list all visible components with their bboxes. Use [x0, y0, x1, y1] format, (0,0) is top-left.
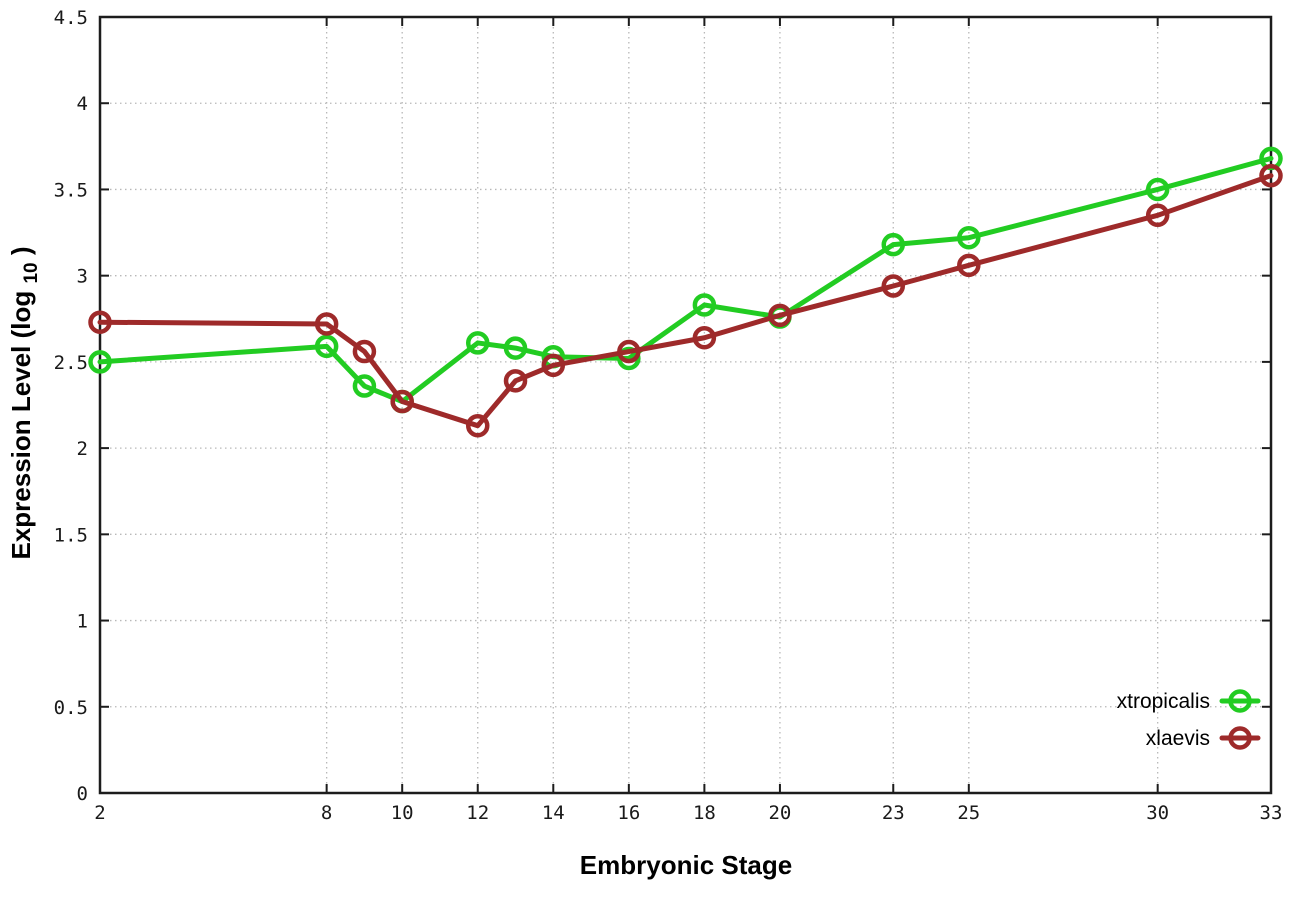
data-point-xlaevis — [88, 310, 112, 334]
series-line-xlaevis — [97, 173, 1274, 429]
plot-border — [98, 15, 1273, 795]
y-axis-title-subscript: 10 — [21, 262, 42, 283]
data-point-xtropicalis — [352, 374, 377, 398]
y-tick-label: 2 — [77, 438, 88, 460]
data-point-xlaevis — [352, 339, 377, 364]
x-tick-label: 10 — [391, 802, 414, 824]
x-tick-label: 33 — [1260, 802, 1283, 824]
legend-label-xlaevis: xlaevis — [1146, 727, 1210, 750]
axis-tick-labels: 2 8 10 12 14 16 18 20 23 25 30 33 0 0.5 1 1.5 2 2.5 3 3.5 4 4… — [54, 7, 1283, 824]
x-tick-label: 18 — [693, 802, 716, 824]
data-point-xlaevis — [503, 369, 528, 393]
x-axis-title: Embryonic Stage — [580, 850, 792, 880]
legend-label-xtropicalis: xtropicalis — [1117, 690, 1210, 713]
x-tick-label: 8 — [321, 802, 332, 824]
x-tick-label: 25 — [957, 802, 980, 824]
x-tick-label: 14 — [542, 802, 565, 824]
x-tick-label: 20 — [768, 802, 791, 824]
y-tick-label: 4 — [77, 93, 88, 115]
data-point-xtropicalis — [1145, 177, 1170, 202]
series-line-xtropicalis — [97, 155, 1274, 405]
y-tick-label: 2.5 — [54, 352, 88, 374]
data-point-xlaevis — [390, 389, 414, 414]
data-point-xlaevis — [617, 339, 641, 364]
plot-frame — [98, 15, 1273, 795]
data-point-xtropicalis — [88, 350, 112, 374]
y-axis-title: Expression Level (log 10 ) — [6, 246, 43, 559]
y-tick-label: 3.5 — [54, 179, 88, 201]
y-tick-label: 1 — [77, 611, 88, 633]
data-point-xlaevis — [541, 353, 566, 378]
data-point-xlaevis — [1259, 163, 1283, 188]
data-series — [88, 146, 1283, 438]
axis-ticks — [99, 16, 1272, 794]
x-tick-label: 2 — [94, 802, 105, 824]
data-point-xlaevis — [314, 312, 339, 336]
data-point-xlaevis — [692, 325, 717, 350]
y-axis-title-main: Expression Level (log — [6, 291, 36, 560]
data-point-xtropicalis — [314, 334, 339, 359]
data-point-xtropicalis — [881, 232, 906, 257]
data-point-xtropicalis — [957, 225, 981, 250]
data-point-xlaevis — [768, 303, 792, 328]
data-point-xtropicalis — [503, 336, 528, 360]
y-tick-label: 0 — [77, 783, 88, 805]
y-tick-label: 0.5 — [54, 697, 88, 719]
data-point-xlaevis — [957, 253, 981, 278]
data-point-xlaevis — [1145, 203, 1170, 228]
x-tick-label: 16 — [617, 802, 640, 824]
y-tick-label: 1.5 — [54, 524, 88, 546]
y-tick-label: 4.5 — [54, 7, 88, 29]
legend-marker-xtropicalis — [1228, 689, 1252, 713]
x-tick-label: 30 — [1146, 802, 1169, 824]
y-tick-label: 3 — [77, 266, 88, 288]
x-tick-label: 12 — [466, 802, 489, 824]
legend: xtropicalis xlaevis — [1117, 689, 1261, 750]
data-point-xtropicalis — [465, 331, 490, 355]
y-axis-title-close: ) — [6, 246, 36, 255]
grid-lines — [100, 17, 1271, 793]
data-point-xlaevis — [465, 413, 490, 438]
data-point-xtropicalis — [692, 293, 717, 317]
data-point-xlaevis — [881, 274, 906, 298]
x-tick-label: 23 — [882, 802, 905, 824]
legend-marker-xlaevis — [1228, 726, 1252, 750]
